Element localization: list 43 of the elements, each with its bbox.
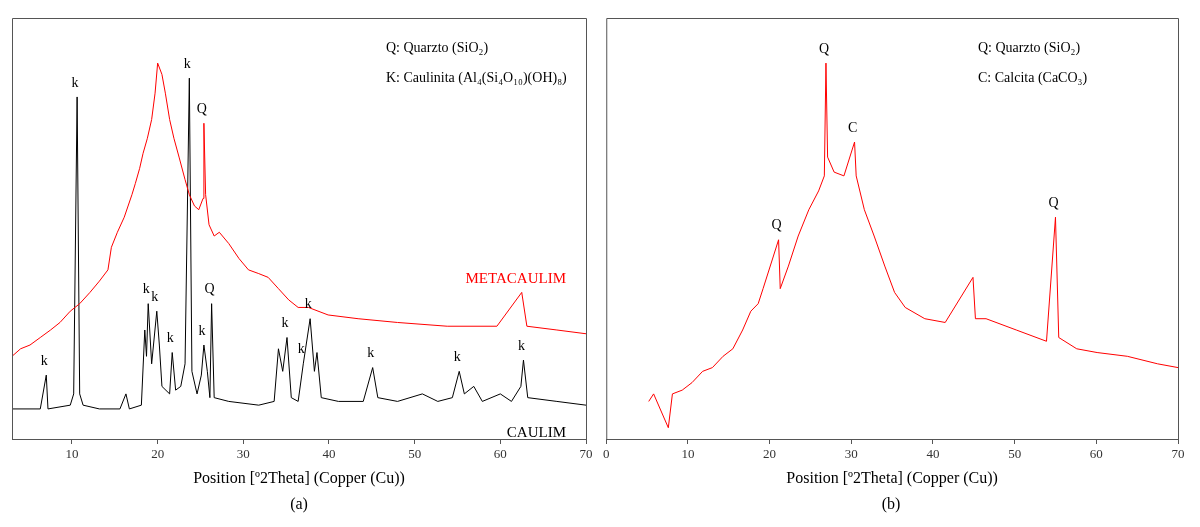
x-tick-label: 30 xyxy=(844,446,858,462)
annotation: k xyxy=(517,337,525,353)
x-tick-label: 10 xyxy=(681,446,695,462)
x-tick-label: 70 xyxy=(579,446,593,462)
annotation: K: Caulinita (Al₄(Si₄O₁₀)(OH)₈) xyxy=(386,69,568,86)
x-tick-label: 30 xyxy=(236,446,250,462)
annotation: k xyxy=(71,74,79,90)
x-tick-label: 0 xyxy=(603,446,610,462)
x-axis-title: Position [º2Theta] (Copper (Cu)) xyxy=(786,469,998,488)
annotation: Q xyxy=(204,281,215,297)
x-tick-label: 20 xyxy=(763,446,777,462)
annotation: k xyxy=(453,349,461,365)
annotation: k xyxy=(198,322,206,338)
x-axis-title: Position [º2Theta] (Copper (Cu)) xyxy=(193,469,405,488)
x-tick-label: 50 xyxy=(1008,446,1022,462)
annotation: k xyxy=(183,55,191,71)
x-tick-label: 20 xyxy=(151,446,165,462)
x-tick-label: 40 xyxy=(926,446,940,462)
x-tick-label: 70 xyxy=(1171,446,1185,462)
annotation: k xyxy=(281,315,289,331)
annotation: k xyxy=(166,330,174,346)
annotation: k xyxy=(151,288,159,304)
annotation: Q xyxy=(196,100,207,116)
x-tick-label: 60 xyxy=(1089,446,1103,462)
text: (a) xyxy=(290,494,308,513)
annotation: k xyxy=(142,281,150,297)
annotation: k xyxy=(367,345,375,361)
x-tick-label: 60 xyxy=(493,446,507,462)
series-label: CAULIM xyxy=(506,424,566,441)
annotation: k xyxy=(40,352,48,368)
annotation: k xyxy=(297,341,305,357)
annotation: C: Calcita (CaCO₃) xyxy=(978,69,1088,86)
x-tick-label: 10 xyxy=(65,446,79,462)
annotation: Q xyxy=(818,40,830,56)
annotation: Q xyxy=(1048,194,1059,210)
annotation: Q xyxy=(771,217,782,233)
annotation: C xyxy=(847,119,858,135)
x-tick-label: 50 xyxy=(408,446,422,462)
text: Q: Quarzto (SiO₂) xyxy=(978,39,1081,56)
series-label: METACAULIM xyxy=(465,269,566,286)
text: Q: Quarzto (SiO₂) xyxy=(386,39,489,56)
text: (b) xyxy=(881,494,901,513)
x-tick-label: 40 xyxy=(322,446,336,462)
